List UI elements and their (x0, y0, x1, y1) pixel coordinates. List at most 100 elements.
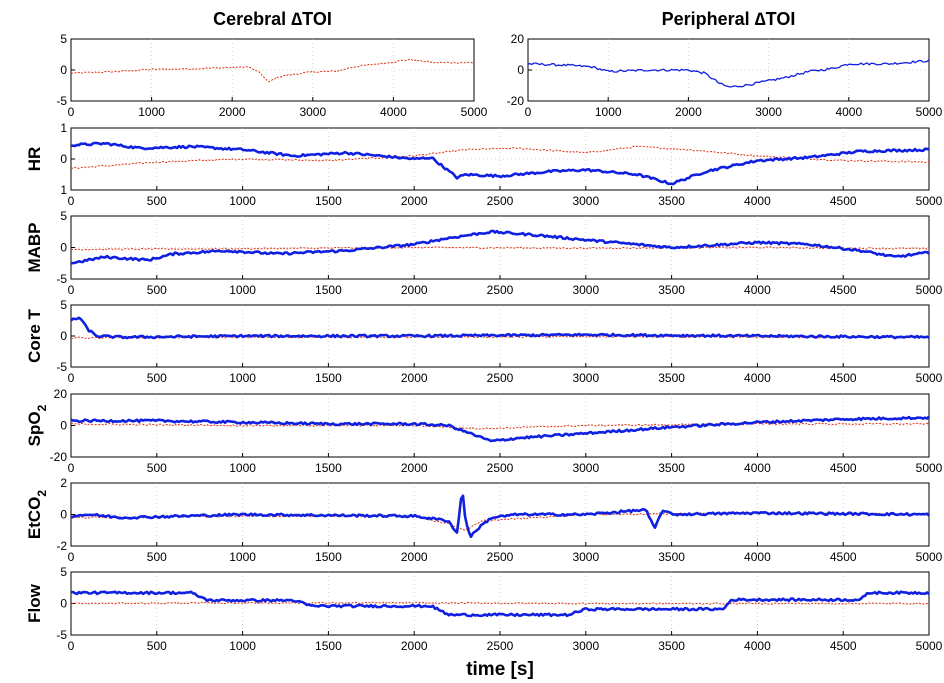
x-tick-label: 2500 (487, 371, 514, 385)
x-tick-label: 1000 (229, 639, 256, 653)
x-tick-label: 3000 (572, 283, 599, 297)
series-line-red-dashed (70, 58, 475, 83)
x-tick-label: 1500 (315, 283, 342, 297)
x-tick-label: 0 (68, 105, 75, 119)
x-tick-label: 2000 (401, 371, 428, 385)
x-tick-label: 0 (68, 550, 75, 564)
x-tick-label: 0 (68, 194, 75, 208)
x-tick-label: 500 (147, 283, 167, 297)
x-tick-label: 1500 (315, 550, 342, 564)
series-line-blue-solid (71, 141, 930, 186)
x-tick-label: 3000 (572, 550, 599, 564)
y-tick-label: -5 (56, 94, 67, 108)
series-line-blue-solid (70, 415, 930, 443)
x-tick-label: 5000 (916, 639, 943, 653)
x-tick-label: 2000 (401, 461, 428, 475)
x-tick-label: 4500 (830, 283, 857, 297)
x-tick-label: 4500 (830, 550, 857, 564)
series-line-red-dashed (70, 246, 930, 251)
panel-spo2: 0 500 1000 1500 2000 2500 3000 3500 4000 4500 5000… (25, 387, 943, 475)
x-tick-label: 4000 (835, 105, 862, 119)
y-tick-label: 0 (60, 597, 67, 611)
series-line-blue-solid (70, 494, 930, 539)
series-line-blue-solid (70, 229, 930, 265)
x-tick-label: 4000 (744, 371, 771, 385)
x-tick-label: 0 (68, 371, 75, 385)
x-tick-label: 5000 (916, 371, 943, 385)
x-tick-label: 3500 (658, 194, 685, 208)
y-tick-label: 5 (60, 209, 67, 223)
y-tick-label: 20 (511, 32, 525, 46)
y-tick-label: 1 (60, 121, 67, 135)
x-tick-label: 500 (147, 550, 167, 564)
x-tick-label: 2500 (487, 550, 514, 564)
x-tick-label: 2500 (487, 283, 514, 297)
x-tick-label: 500 (147, 194, 167, 208)
x-tick-label: 1000 (229, 371, 256, 385)
x-tick-label: 1500 (315, 371, 342, 385)
x-tick-label: 4500 (830, 639, 857, 653)
x-tick-label: 3500 (658, 283, 685, 297)
x-tick-label: 2000 (219, 105, 246, 119)
x-tick-label: 0 (68, 461, 75, 475)
y-tick-label: 0 (60, 508, 67, 522)
panel-mabp: 0 500 1000 1500 2000 2500 3000 3500 4000 4500 5000… (25, 209, 943, 297)
y-tick-label: 20 (54, 387, 68, 401)
x-tick-label: 3000 (755, 105, 782, 119)
x-tick-label: 4000 (380, 105, 407, 119)
x-tick-label: 2000 (401, 550, 428, 564)
chart-title: Peripheral ∆TOI (662, 9, 796, 29)
y-axis-label: Flow (25, 583, 44, 622)
series-line-red-dashed (70, 422, 930, 430)
x-tick-label: 0 (525, 105, 532, 119)
x-tick-label: 3500 (658, 639, 685, 653)
y-tick-label: -20 (507, 94, 525, 108)
x-tick-label: 3000 (572, 461, 599, 475)
x-tick-label: 2000 (401, 283, 428, 297)
panel-flow: 0 500 1000 1500 2000 2500 3000 3500 4000 4500 5000… (25, 565, 943, 680)
y-axis-label: Core T (25, 308, 44, 362)
x-tick-label: 3500 (658, 550, 685, 564)
y-tick-label: -2 (56, 539, 67, 553)
x-tick-label: 3500 (658, 371, 685, 385)
y-axis-label: MABP (25, 222, 44, 272)
x-tick-label: 4500 (830, 461, 857, 475)
chart-title: Cerebral ∆TOI (213, 9, 332, 29)
x-tick-label: 2000 (401, 194, 428, 208)
x-tick-label: 1000 (138, 105, 165, 119)
plot-area (70, 38, 475, 102)
panel-etco2: 0 500 1000 1500 2000 2500 3000 3500 4000 4500 5000… (25, 476, 943, 564)
x-tick-label: 3500 (658, 461, 685, 475)
x-tick-label: 0 (68, 639, 75, 653)
x-tick-label: 1000 (229, 283, 256, 297)
y-tick-label: 0 (60, 63, 67, 77)
y-tick-label: 5 (60, 32, 67, 46)
panel-core-t: 0 500 1000 1500 2000 2500 3000 3500 4000 4500 5000… (25, 298, 943, 385)
x-tick-label: 5000 (916, 550, 943, 564)
y-axis-label: HR (25, 147, 44, 172)
y-tick-label: 5 (60, 565, 67, 579)
x-tick-label: 1000 (229, 461, 256, 475)
x-tick-label: 2500 (487, 639, 514, 653)
x-tick-label: 5000 (916, 105, 943, 119)
x-tick-label: 1000 (595, 105, 622, 119)
y-tick-label: 0 (60, 241, 67, 255)
y-tick-label: -5 (56, 272, 67, 286)
x-tick-label: 3000 (572, 371, 599, 385)
x-tick-label: 4500 (830, 371, 857, 385)
y-tick-label: 2 (60, 476, 67, 490)
x-tick-label: 1000 (229, 550, 256, 564)
x-tick-label: 1500 (315, 461, 342, 475)
x-tick-label: 2500 (487, 194, 514, 208)
y-axis-label: SpO2 (25, 404, 49, 446)
series-line-red-dashed (70, 601, 929, 605)
x-tick-label: 0 (68, 283, 75, 297)
x-axis-label: time [s] (466, 659, 534, 680)
y-tick-label: 5 (60, 298, 67, 312)
y-tick-label: 0 (60, 329, 67, 343)
x-tick-label: 500 (147, 461, 167, 475)
y-tick-label: -5 (56, 360, 67, 374)
x-tick-label: 3000 (572, 194, 599, 208)
